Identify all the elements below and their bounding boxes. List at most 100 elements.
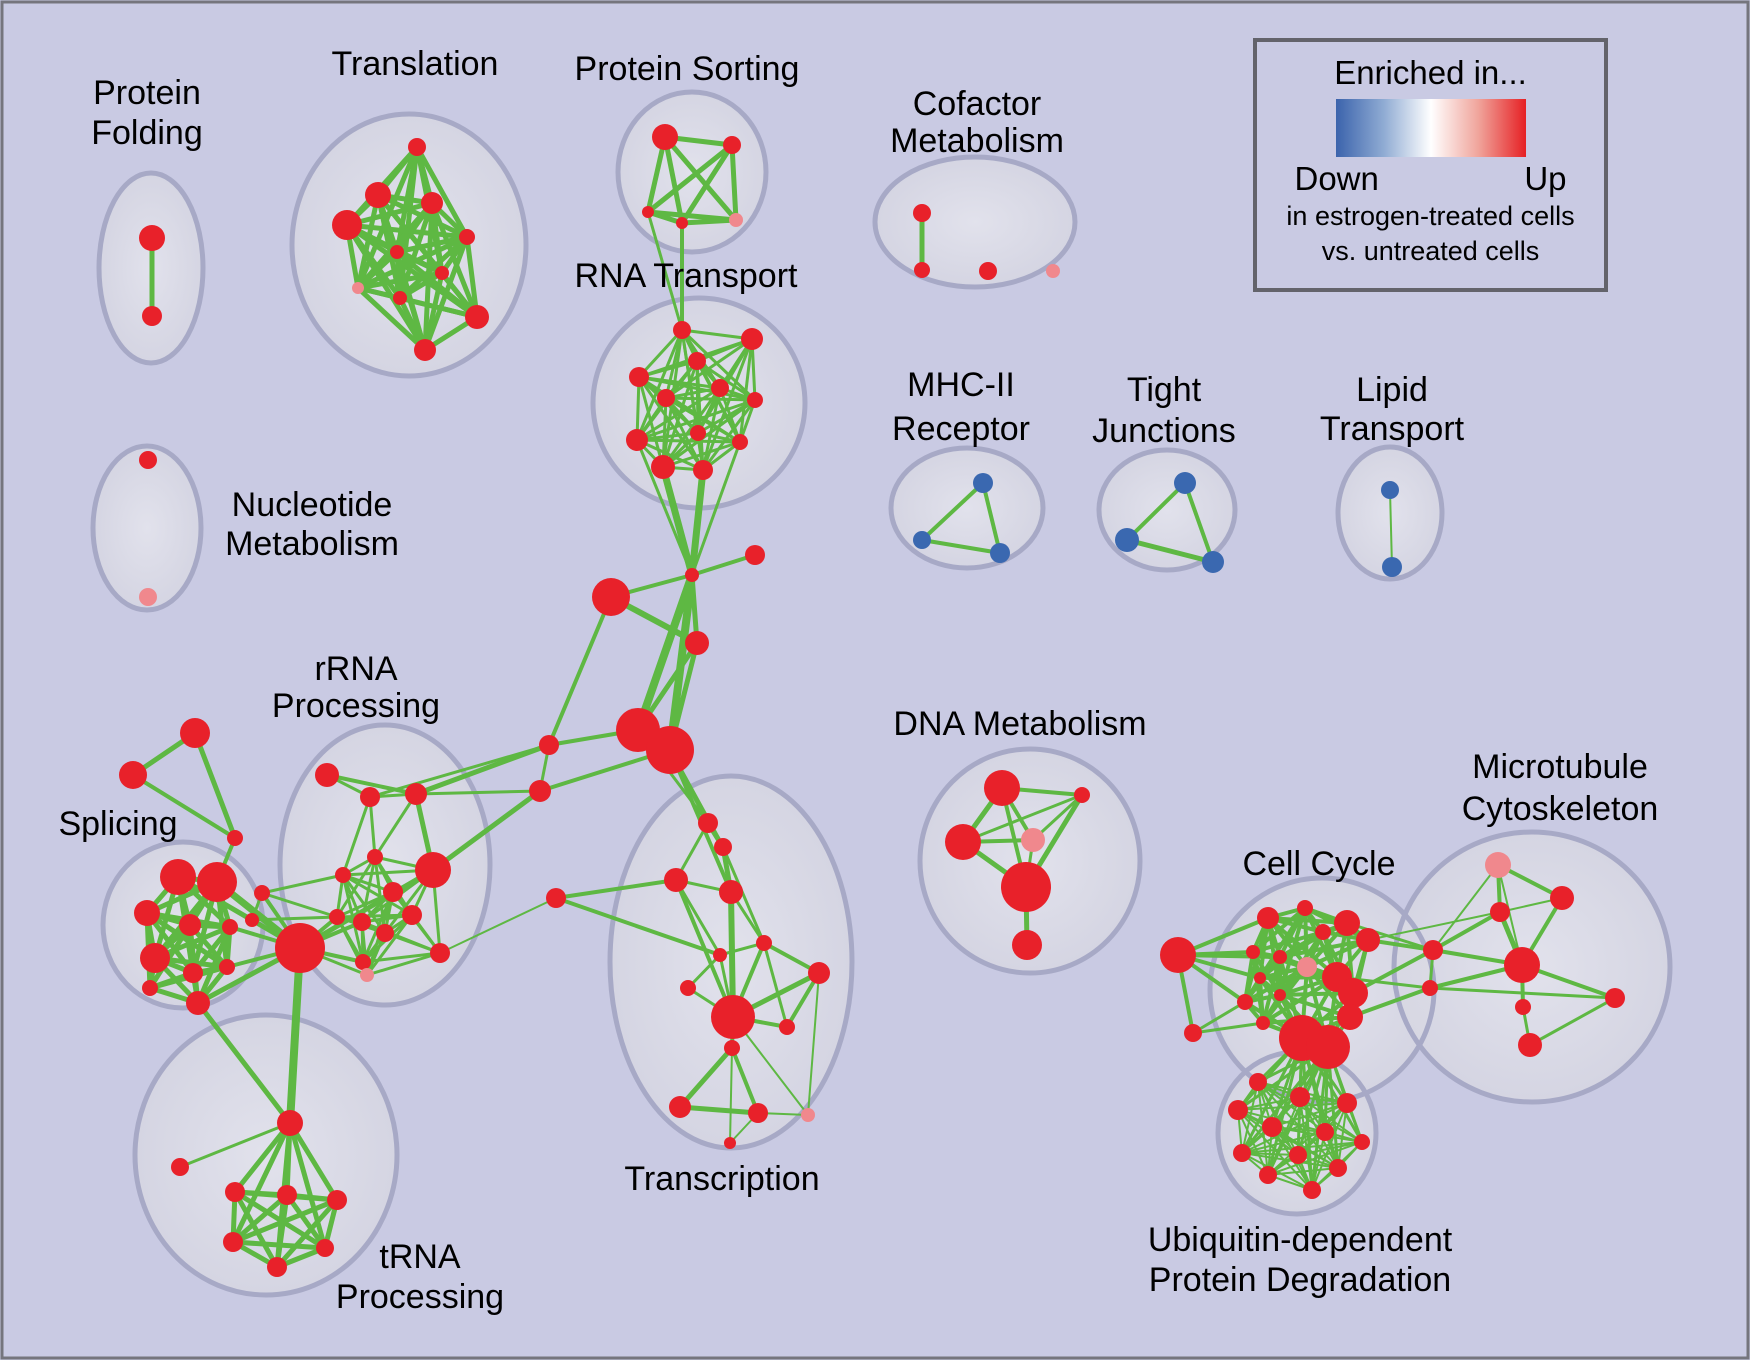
node-rt-11 <box>693 460 713 480</box>
node-tn-7 <box>267 1257 287 1277</box>
edge <box>635 438 742 444</box>
node-sp-3 <box>179 914 201 936</box>
edge <box>729 1047 733 1144</box>
node-ps-1 <box>723 136 741 154</box>
edge <box>1243 950 1255 1004</box>
edge <box>701 386 722 472</box>
edge <box>661 440 742 469</box>
node-dn-1 <box>1074 787 1090 803</box>
edge <box>394 234 470 255</box>
cluster-nm-area <box>93 446 201 610</box>
label-protein-sorting: Protein Sorting <box>575 50 800 88</box>
node-cc-18 <box>1306 1025 1350 1069</box>
node-rr-7 <box>329 909 345 925</box>
node-cc-0 <box>1160 937 1196 973</box>
node-lt-0 <box>1381 481 1399 499</box>
node-ps-4 <box>729 213 743 227</box>
node-rr-10 <box>402 905 422 925</box>
node-mt-0 <box>1485 852 1511 878</box>
node-cc-2 <box>1257 907 1279 929</box>
edge <box>365 951 442 977</box>
cluster-mt-outline <box>1391 829 1673 1105</box>
node-dn-4 <box>1001 862 1051 912</box>
node-rt-5 <box>657 389 675 407</box>
edge <box>232 1120 293 1195</box>
edge <box>674 878 722 957</box>
edge <box>637 359 699 379</box>
node-mh-2 <box>990 543 1010 563</box>
label-rrna-processing: rRNA Processing <box>272 650 440 725</box>
edge <box>920 481 985 542</box>
cluster-nm-outline <box>90 443 204 613</box>
node-ub-7 <box>1233 1144 1251 1162</box>
node-cc-6 <box>1315 924 1331 940</box>
node-tn-2 <box>225 1182 245 1202</box>
node-tx-14 <box>724 1137 736 1149</box>
edge <box>1389 489 1393 568</box>
node-rt-2 <box>688 352 706 370</box>
node-jx-6 <box>539 735 559 755</box>
node-sp-1 <box>197 862 237 902</box>
node-cf-0 <box>913 204 931 222</box>
node-rt-7 <box>690 425 706 441</box>
edge <box>695 359 757 402</box>
node-jx-3 <box>685 631 709 655</box>
edge <box>1237 1102 1348 1111</box>
edge <box>232 1189 280 1270</box>
node-sp-4 <box>222 919 238 935</box>
node-rt-8 <box>626 429 648 451</box>
edge <box>1124 537 1216 565</box>
edge <box>286 944 304 1127</box>
node-layer <box>119 124 1625 1277</box>
cluster-mh-outline <box>888 445 1046 571</box>
edge <box>662 134 685 226</box>
edge <box>645 142 735 215</box>
node-rr-9 <box>376 924 394 942</box>
label-transcription: Transcription <box>624 1160 819 1198</box>
edge <box>1125 481 1187 542</box>
edge <box>1528 996 1617 1047</box>
legend-caption-line2: vs. untreated cells <box>1321 236 1540 266</box>
edge <box>637 328 684 379</box>
label-translation: Translation <box>332 45 499 83</box>
node-tn-1 <box>171 1158 189 1176</box>
edge <box>361 951 442 964</box>
edge <box>344 222 428 353</box>
node-tx-0 <box>698 813 718 833</box>
node-jx-2 <box>592 578 630 616</box>
node-mt-4 <box>1605 988 1625 1008</box>
node-fr-0 <box>180 718 210 748</box>
node-ub-0 <box>1249 1073 1267 1091</box>
node-cc-15 <box>1338 978 1368 1008</box>
cluster-tn-outline <box>132 1012 400 1298</box>
node-tx-6 <box>680 980 696 996</box>
node-rt-9 <box>732 434 748 450</box>
label-cell-cycle: Cell Cycle <box>1242 845 1395 883</box>
edge <box>674 878 735 1019</box>
node-ub-6 <box>1354 1134 1370 1150</box>
node-dn-2 <box>945 824 981 860</box>
label-mhc-ii-receptor: MHC-II Receptor <box>892 366 1030 448</box>
node-cc-14 <box>1256 1016 1270 1030</box>
label-nucleotide-metabolism: Nucleotide Metabolism <box>225 486 399 563</box>
node-ub-2 <box>1337 1093 1357 1113</box>
node-tn-5 <box>223 1232 243 1252</box>
node-dn-3 <box>1021 828 1045 852</box>
node-jx-7 <box>529 780 551 802</box>
node-cx-0 <box>1423 940 1443 960</box>
node-rt-1 <box>741 328 763 350</box>
node-tr-8 <box>393 291 407 305</box>
edge <box>341 873 414 917</box>
edge <box>373 792 418 859</box>
node-mt-5 <box>1515 999 1531 1015</box>
node-tx-9 <box>779 1019 795 1035</box>
node-rt-10 <box>651 455 675 479</box>
edge <box>664 386 722 400</box>
edge <box>341 795 372 877</box>
label-dna-metabolism: DNA Metabolism <box>893 705 1146 743</box>
node-sp-7 <box>219 959 235 975</box>
node-ub-1 <box>1290 1087 1310 1107</box>
legend-title: Enriched in... <box>1334 54 1527 91</box>
edge <box>1267 1167 1339 1176</box>
node-tx-11 <box>669 1096 691 1118</box>
